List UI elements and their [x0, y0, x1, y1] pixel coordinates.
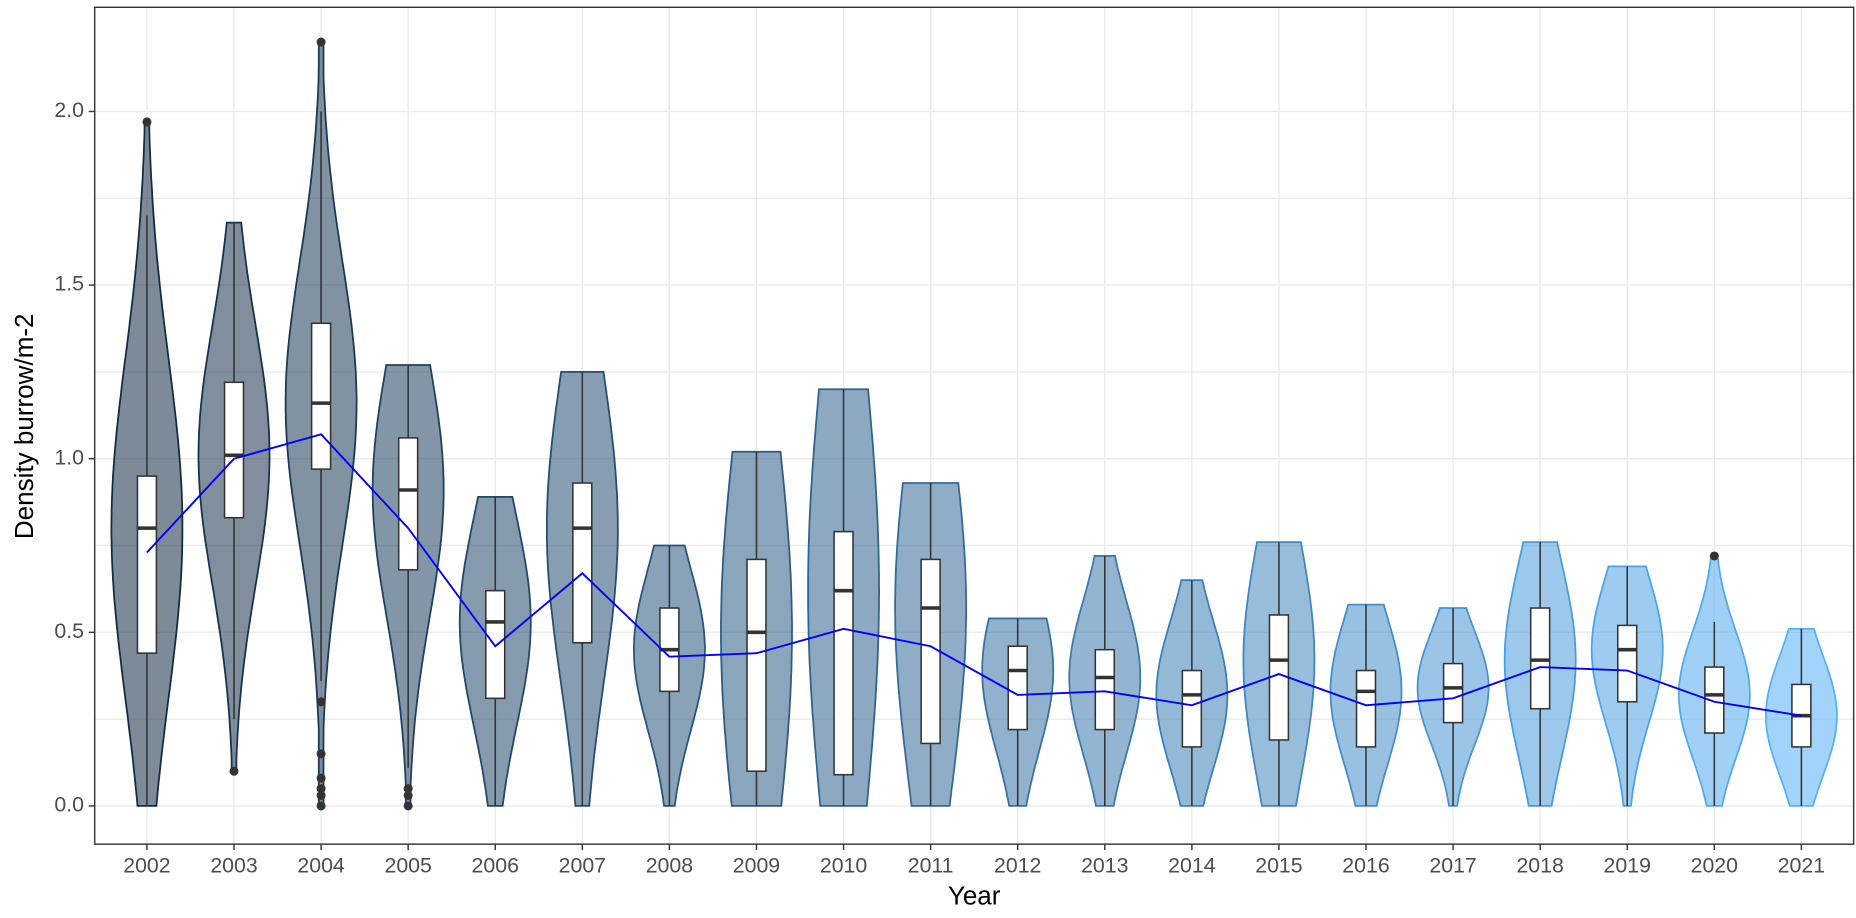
x-tick-label: 2014 [1168, 853, 1216, 877]
box [572, 482, 593, 644]
box [1181, 669, 1203, 748]
x-tick-label: 2020 [1691, 853, 1739, 877]
box [1704, 666, 1725, 734]
x-tick-label: 2017 [1429, 853, 1476, 877]
y-tick-label: 1.5 [54, 272, 84, 296]
box [485, 589, 506, 700]
outlier [142, 117, 152, 127]
box [746, 558, 767, 773]
box [136, 475, 158, 654]
marks [110, 37, 1838, 811]
x-tick-label: 2019 [1604, 853, 1651, 877]
box [1007, 645, 1028, 731]
x-tick-label: 2012 [994, 853, 1041, 877]
outlier [316, 791, 326, 801]
outlier [316, 749, 326, 759]
y-tick-label: 2.0 [54, 98, 84, 122]
x-tick-label: 2003 [210, 853, 257, 877]
outlier [316, 801, 326, 811]
outlier [1709, 551, 1719, 561]
box [1355, 669, 1377, 748]
x-tick-label: 2016 [1342, 853, 1389, 877]
y-axis-title: Density burrow/m-2 [9, 313, 39, 539]
outlier [403, 791, 413, 801]
mean-line [146, 433, 1802, 717]
x-tick-label: 2005 [384, 853, 431, 877]
outlier [316, 784, 326, 794]
box [920, 558, 941, 745]
outlier [229, 766, 239, 776]
box [310, 322, 332, 470]
y-tick-label: 1.0 [54, 445, 84, 469]
box [1616, 624, 1638, 703]
x-tick-label: 2002 [123, 853, 170, 877]
x-tick-label: 2021 [1778, 853, 1825, 877]
box [223, 381, 245, 519]
x-tick-label: 2007 [559, 853, 606, 877]
x-tick-label: 2008 [646, 853, 693, 877]
box [833, 530, 854, 776]
x-tick-label: 2009 [733, 853, 780, 877]
y-tick-label: 0.0 [54, 793, 84, 817]
x-tick-label: 2018 [1516, 853, 1563, 877]
panel-border [93, 6, 1855, 845]
outlier [316, 773, 326, 783]
y-tick-label: 0.5 [54, 619, 84, 643]
x-tick-label: 2015 [1255, 853, 1302, 877]
box [1268, 614, 1290, 741]
x-tick-label: 2010 [820, 853, 868, 877]
outlier [316, 37, 326, 47]
x-tick-label: 2004 [297, 853, 345, 877]
x-axis-title: Year [948, 880, 1001, 910]
box [1442, 662, 1464, 724]
x-tick-label: 2011 [908, 853, 954, 877]
box [1094, 648, 1116, 731]
outlier [316, 697, 326, 707]
x-tick-label: 2006 [472, 853, 519, 877]
outlier [403, 801, 413, 811]
box [397, 437, 419, 571]
outlier [403, 784, 413, 794]
x-tick-label: 2013 [1081, 853, 1128, 877]
